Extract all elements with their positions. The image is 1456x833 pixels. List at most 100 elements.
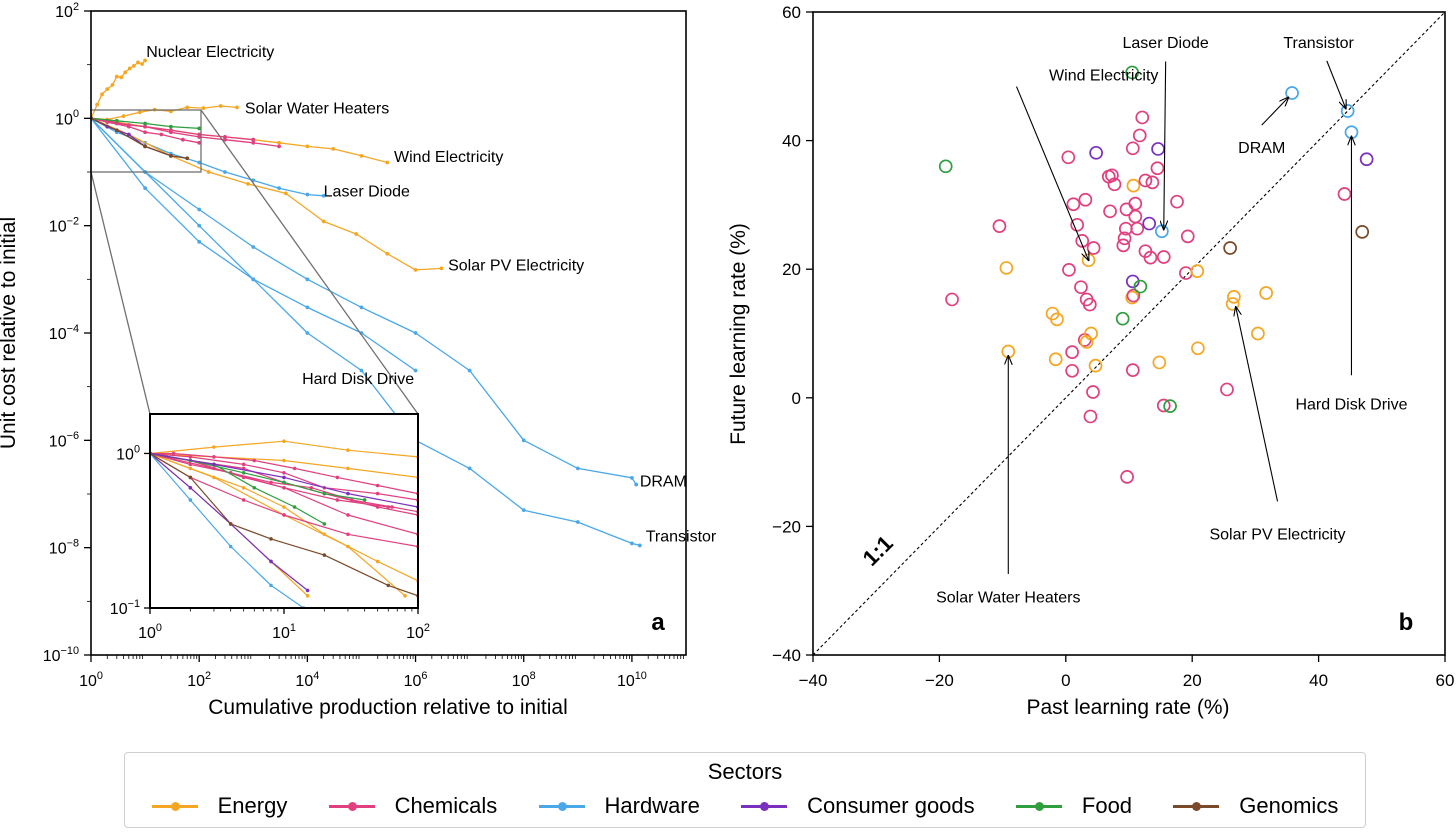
legend-item-genomics: Genomics bbox=[1173, 793, 1338, 819]
legend-item-food: Food bbox=[1015, 793, 1133, 819]
consumer-goods-point bbox=[1151, 142, 1165, 156]
energy-point bbox=[1088, 358, 1103, 373]
x-tick-label: 106 bbox=[404, 670, 428, 690]
solar-pv-electricity-point bbox=[206, 170, 211, 174]
laser-diode-point bbox=[305, 192, 310, 197]
legend-label: Food bbox=[1081, 793, 1133, 818]
panel-b-frame bbox=[812, 11, 1446, 656]
x-tick-label: 60 bbox=[1436, 671, 1455, 690]
chemicals-point bbox=[1132, 128, 1147, 143]
energy-inset-point bbox=[212, 445, 216, 449]
chemicals-inset-point bbox=[335, 498, 340, 502]
nuclear-electricity-label: Nuclear Electricity bbox=[146, 44, 274, 61]
legend-swatch-food bbox=[1015, 799, 1062, 813]
nuclear-electricity-point bbox=[123, 70, 128, 75]
food-point bbox=[938, 159, 953, 174]
energy-point bbox=[1126, 178, 1141, 193]
chemicals-point bbox=[1180, 229, 1195, 244]
energy-inset-point bbox=[346, 544, 350, 549]
legend-label: Hardware bbox=[604, 793, 700, 818]
genomics-inset-point bbox=[322, 553, 327, 557]
food-point bbox=[1133, 279, 1148, 294]
chemicals-point bbox=[1107, 177, 1122, 192]
laser-diode-label: Laser Diode bbox=[324, 184, 410, 201]
legend: Sectors Energy Chemicals Hardware Consumer … bbox=[124, 752, 1366, 828]
transistor-point bbox=[467, 466, 472, 471]
dram-point bbox=[197, 207, 202, 212]
y-tick-label: −40 bbox=[772, 646, 801, 665]
genomics-point bbox=[114, 128, 119, 133]
energy-point bbox=[1259, 286, 1273, 300]
panel-a-label: a bbox=[651, 609, 665, 636]
hard-disk-drive-label: Hard Disk Drive bbox=[302, 371, 414, 388]
chemicals-point bbox=[1062, 262, 1076, 277]
consumer-goods-inset-point bbox=[282, 475, 286, 480]
legend-swatch-energy bbox=[151, 799, 198, 813]
laser-diode-point bbox=[223, 170, 227, 174]
figure: 100 102 104 106 108 101010−1010−810−610−410−2… bbox=[0, 1, 1455, 719]
legend-label: Chemicals bbox=[394, 793, 498, 818]
chemicals-point bbox=[1065, 345, 1079, 359]
dram-point bbox=[575, 466, 580, 471]
dram-point bbox=[251, 245, 256, 249]
chemicals-point bbox=[223, 135, 227, 139]
genomics-inset-point bbox=[188, 475, 193, 480]
transistor-point bbox=[637, 543, 642, 548]
consumer-goods-inset-point bbox=[346, 491, 350, 496]
y-tick-label: 10−10 bbox=[43, 645, 79, 665]
chemicals-inset-point bbox=[309, 485, 314, 490]
panel-b-xlabel: Past learning rate (%) bbox=[1026, 696, 1229, 719]
food-inset-point bbox=[252, 485, 257, 490]
genomics-point bbox=[168, 153, 173, 158]
transistor-arrow bbox=[1326, 60, 1346, 109]
nuclear-electricity-point bbox=[140, 62, 144, 66]
consumer-goods-point bbox=[1359, 152, 1374, 167]
chemicals-point bbox=[180, 137, 185, 142]
dram-point bbox=[413, 331, 418, 335]
wind-electricity-point bbox=[277, 140, 281, 145]
solar-water-heaters-line bbox=[91, 105, 238, 121]
legend-swatch-chemicals bbox=[328, 799, 375, 813]
nuclear-electricity-point bbox=[95, 102, 100, 107]
solar-water-heaters-point bbox=[121, 114, 126, 119]
transistor-point bbox=[575, 520, 580, 524]
chemicals-point bbox=[1125, 141, 1140, 156]
legend-label: Energy bbox=[217, 793, 288, 818]
energy-inset-point bbox=[241, 485, 246, 490]
chemicals-point bbox=[277, 144, 281, 149]
nuclear-electricity-point bbox=[105, 87, 110, 92]
chemicals-inset-point bbox=[346, 532, 350, 537]
wind-electricity-arrow bbox=[1015, 86, 1089, 261]
food-point bbox=[114, 118, 119, 123]
inset-x-tick-label: 101 bbox=[272, 622, 296, 642]
panel-a-series-labels: Nuclear Electricity Solar Water Heaters Wi… bbox=[146, 44, 717, 545]
hard-disk-drive-point bbox=[143, 186, 147, 191]
dram-annotation: DRAM bbox=[1238, 140, 1285, 157]
hardware-point bbox=[1340, 104, 1355, 118]
energy-point bbox=[1225, 297, 1240, 311]
panel-b-ylabel: Future learning rate (%) bbox=[727, 223, 750, 445]
transistor-point bbox=[197, 223, 202, 228]
panel-a-series bbox=[91, 58, 642, 548]
chemicals-point bbox=[1156, 398, 1171, 413]
legend-label: Consumer goods bbox=[807, 793, 975, 818]
hard-disk-drive-point bbox=[197, 239, 202, 244]
chemicals-inset-point bbox=[252, 458, 257, 463]
energy-point bbox=[1084, 326, 1098, 341]
chemicals-point bbox=[1135, 110, 1150, 125]
hardware-point bbox=[1155, 224, 1169, 239]
genomics-inset-point bbox=[269, 537, 273, 541]
energy-inset-point bbox=[282, 505, 286, 509]
solar-pv-electricity-point bbox=[283, 191, 288, 196]
y-tick-label: 100 bbox=[55, 108, 79, 128]
chemicals-point bbox=[1337, 187, 1352, 201]
legend-item-hardware: Hardware bbox=[538, 793, 700, 819]
inset-background bbox=[150, 414, 418, 608]
solar-pv-electricity-point bbox=[321, 219, 326, 224]
chemicals-inset-point bbox=[390, 505, 394, 509]
chemicals-inset-line bbox=[150, 452, 418, 513]
transistor-point bbox=[359, 368, 364, 373]
transistor-point bbox=[630, 541, 634, 546]
y-tick-label: 0 bbox=[792, 389, 801, 408]
chemicals-point bbox=[1145, 175, 1160, 190]
